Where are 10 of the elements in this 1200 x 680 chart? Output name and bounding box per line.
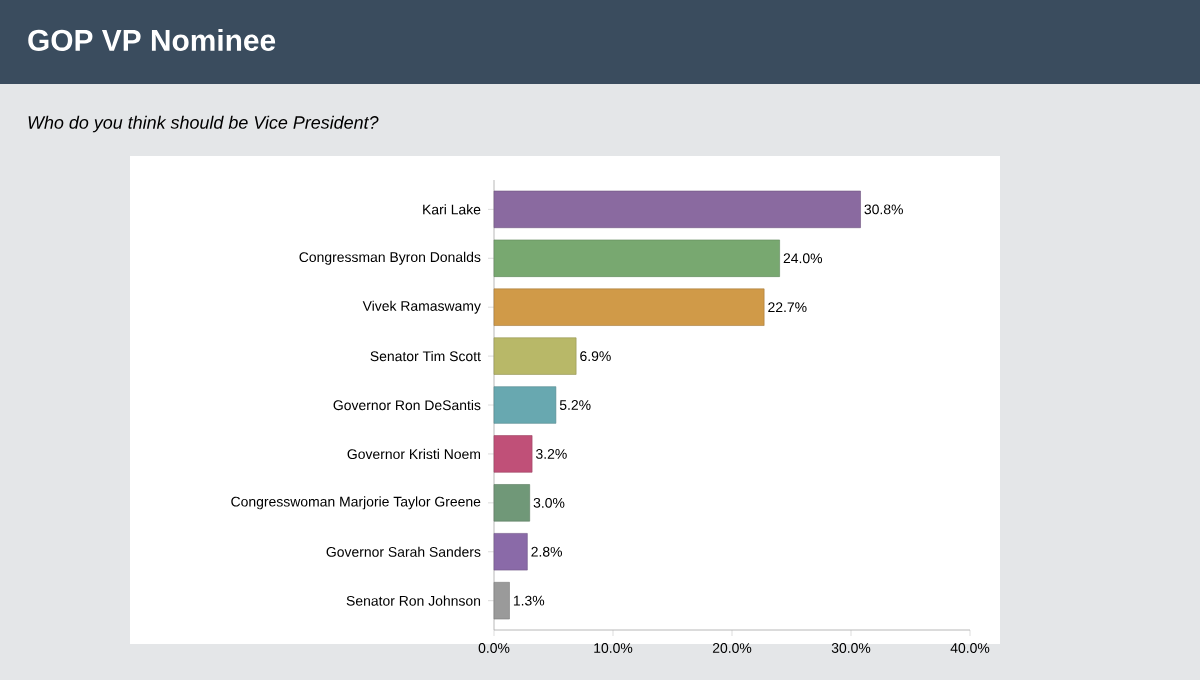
bar <box>493 239 780 277</box>
bar <box>493 190 861 229</box>
bar <box>493 337 577 375</box>
bar <box>493 386 557 424</box>
bar <box>493 288 765 326</box>
text: Who do you think should be Vice President? <box>28 115 379 133</box>
bar <box>493 533 528 571</box>
bar <box>493 435 533 473</box>
bar <box>493 484 530 522</box>
text: GOP VP Nominee <box>28 29 276 51</box>
